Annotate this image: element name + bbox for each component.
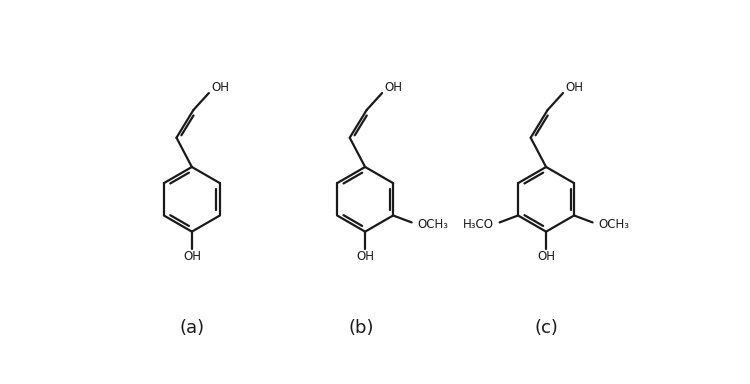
Text: OH: OH: [211, 81, 230, 94]
Text: (a): (a): [179, 319, 205, 337]
Text: (c): (c): [534, 319, 558, 337]
Text: OH: OH: [183, 250, 201, 263]
Text: OH: OH: [384, 81, 402, 94]
Text: OCH₃: OCH₃: [598, 218, 629, 231]
Text: OCH₃: OCH₃: [417, 218, 448, 231]
Text: OH: OH: [356, 250, 374, 263]
Text: H₃CO: H₃CO: [464, 218, 494, 231]
Text: OH: OH: [537, 250, 555, 263]
Text: (b): (b): [349, 319, 374, 337]
Text: OH: OH: [566, 81, 584, 94]
